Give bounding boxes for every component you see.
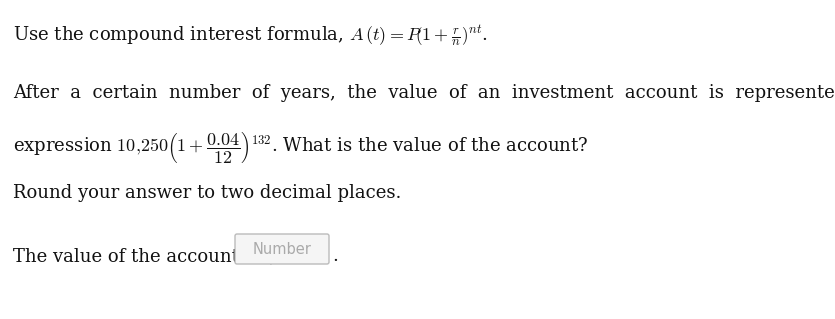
Text: After  a  certain  number  of  years,  the  value  of  an  investment  account  : After a certain number of years, the val… <box>13 84 835 102</box>
Text: .: . <box>332 247 338 265</box>
FancyBboxPatch shape <box>235 234 329 264</box>
Text: expression $10{,}250\left(1+\dfrac{0.04}{12}\right)^{132}$. What is the value of: expression $10{,}250\left(1+\dfrac{0.04}… <box>13 129 589 165</box>
Text: Use the compound interest formula, $A\,(t) = P\!\left(1+\frac{r}{n}\right)^{nt}$: Use the compound interest formula, $A\,(… <box>13 24 488 48</box>
Text: Round your answer to two decimal places.: Round your answer to two decimal places. <box>13 184 402 202</box>
Text: Number: Number <box>252 241 311 256</box>
Text: The value of the account is $: The value of the account is $ <box>13 247 276 265</box>
